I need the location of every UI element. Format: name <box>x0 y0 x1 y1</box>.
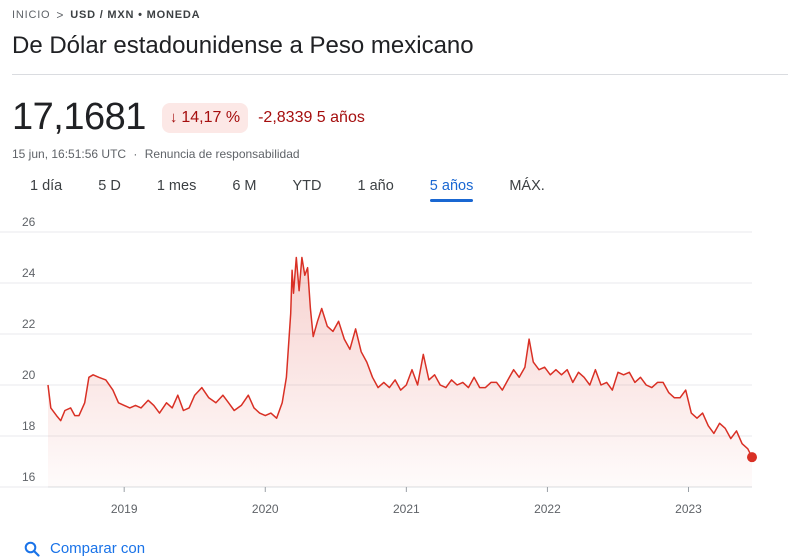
tab-5-d[interactable]: 5 D <box>98 178 121 194</box>
quote-row: 17,1681 ↓ 14,17 % -2,8339 5 años <box>12 96 365 139</box>
y-tick-label: 24 <box>22 266 36 280</box>
x-tick-label: 2021 <box>393 502 420 516</box>
last-point-marker <box>747 452 757 463</box>
y-tick-label: 22 <box>22 317 36 331</box>
header-divider <box>12 74 788 75</box>
change-absolute: -2,8339 5 años <box>258 108 365 126</box>
separator-dot: · <box>133 147 138 161</box>
breadcrumb-current: USD / MXN • MONEDA <box>70 9 201 21</box>
compare-button[interactable]: Comparar con <box>24 540 145 557</box>
chevron-right-icon: > <box>56 8 65 22</box>
x-tick-label: 2019 <box>111 502 138 516</box>
y-tick-label: 16 <box>22 470 36 484</box>
quote-timestamp: 15 jun, 16:51:56 UTC <box>12 147 127 161</box>
series-area <box>48 257 752 487</box>
tab-max[interactable]: MÁX. <box>509 178 545 194</box>
y-tick-label: 26 <box>22 215 36 229</box>
search-icon <box>24 541 40 557</box>
arrow-down-icon: ↓ <box>169 109 178 126</box>
series-line <box>47 256 753 458</box>
breadcrumb: INICIO > USD / MXN • MONEDA <box>12 8 200 22</box>
change-percent-badge: ↓ 14,17 % <box>161 102 249 133</box>
x-tick-label: 2020 <box>252 502 279 516</box>
change-percent-value: 14,17 % <box>181 108 241 126</box>
tab-1-dia[interactable]: 1 día <box>30 178 63 194</box>
tab-6-m[interactable]: 6 M <box>232 178 257 194</box>
price-chart[interactable]: 16 18 20 22 24 26 2019 2020 2021 2022 2023 <box>0 212 800 522</box>
x-tick-label: 2022 <box>534 502 561 516</box>
y-tick-label: 18 <box>22 419 36 433</box>
page-title: De Dólar estadounidense a Peso mexicano <box>12 32 474 59</box>
range-tabs: 1 día 5 D 1 mes 6 M YTD 1 año 5 años MÁX… <box>12 176 563 202</box>
y-tick-label: 20 <box>22 368 36 382</box>
x-tick-label: 2023 <box>675 502 702 516</box>
tab-1-ano[interactable]: 1 año <box>357 178 394 194</box>
current-price: 17,1681 <box>12 96 146 138</box>
compare-label: Comparar con <box>50 540 146 557</box>
tab-1-mes[interactable]: 1 mes <box>156 178 197 194</box>
breadcrumb-home-link[interactable]: INICIO <box>12 9 51 21</box>
tab-5-anos[interactable]: 5 años <box>412 176 492 202</box>
disclaimer-link[interactable]: Renuncia de responsabilidad <box>144 147 300 161</box>
timestamp-row: 15 jun, 16:51:56 UTC · Renuncia de respo… <box>12 147 300 161</box>
tab-ytd[interactable]: YTD <box>292 178 322 194</box>
